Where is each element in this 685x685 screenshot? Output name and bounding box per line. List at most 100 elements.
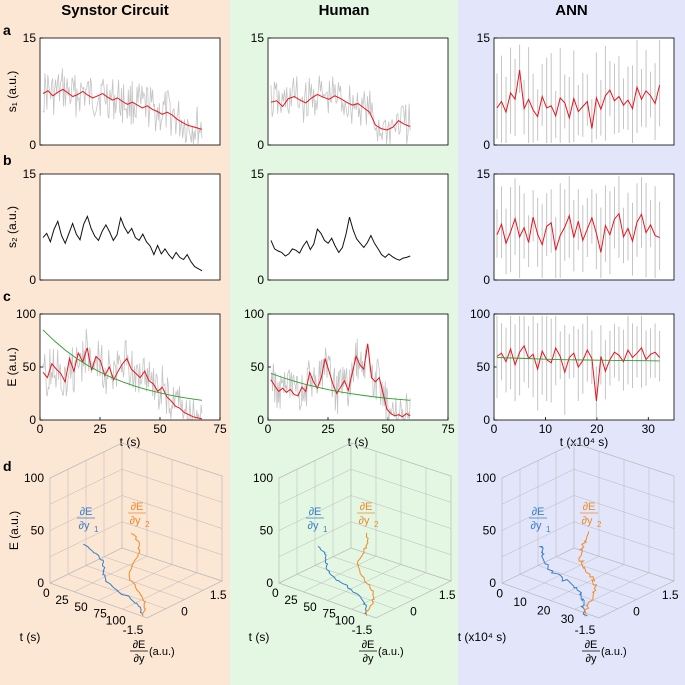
x-tick-label: 25	[93, 422, 107, 436]
y-tick-label: 0	[483, 413, 490, 427]
grid-line-d-1	[314, 565, 414, 600]
noise-trace-c-1	[270, 338, 411, 420]
label-dEdy1-d-0-sub: 1	[94, 525, 99, 534]
series-s2-b-1	[270, 216, 411, 261]
t-axis-label: t (s)	[20, 630, 41, 644]
y-tick-label: 15	[477, 167, 491, 181]
plot-frame-b-2	[493, 173, 675, 281]
label-dEdy2-d-2-num: ∂E	[583, 501, 596, 513]
y-tick-label: 15	[251, 31, 265, 45]
z-tick-label: 0	[489, 576, 496, 590]
series-smoothed-b-2	[496, 212, 660, 253]
x-axis-label: t (s)	[120, 435, 141, 449]
label-dEdy2-d-1-num: ∂E	[360, 501, 373, 513]
curve-dEdy1-d-0	[83, 543, 144, 616]
dE-dy-den: ∂y	[586, 653, 597, 665]
y-tick-label: 1.5	[662, 588, 679, 602]
x-axis-label: t (s)	[348, 435, 369, 449]
plot-frame-b-1	[267, 173, 449, 281]
t-tick-label: 0	[496, 587, 503, 601]
y-tick-label: 0	[633, 605, 640, 619]
y-tick-label: 50	[477, 360, 491, 374]
dE-dy-unit: (a.u.)	[149, 646, 175, 658]
panel-label-b: b	[3, 152, 12, 168]
curve-dEdy1-d-2	[538, 545, 588, 617]
grid-line-d-2	[555, 556, 656, 591]
grid-line-d-2	[537, 565, 637, 600]
y-axis-label: s₁ (a.u.)	[5, 71, 19, 112]
x-axis-label: t (x10⁴ s)	[560, 435, 609, 449]
x-tick-label: 0	[491, 422, 498, 436]
series-smoothed-c-0	[42, 347, 203, 420]
t-axis-label: t (x10⁴ s)	[458, 630, 507, 644]
y-tick-label: 15	[477, 31, 491, 45]
wall-right-d-0	[121, 442, 223, 581]
dE-dy-num: ∂E	[133, 639, 146, 651]
t-tick-label: 100	[106, 614, 126, 628]
y-axis-label: s₂ (a.u.)	[5, 206, 19, 248]
y-tick-label: 100	[244, 307, 264, 321]
t-tick-label: 50	[303, 600, 317, 614]
label-dEdy2-d-1-sub: 2	[374, 520, 379, 529]
series-smoothed-a-2	[496, 70, 661, 129]
y-tick-label: 0	[257, 138, 264, 152]
y-tick-label: -1.5	[123, 623, 144, 637]
x-tick-label: 0	[265, 422, 272, 436]
y-tick-label: 0	[257, 273, 264, 287]
label-dEdy1-d-0-num: ∂E	[80, 506, 93, 518]
column-title-ann: ANN	[555, 2, 588, 19]
column-title-human: Human	[318, 2, 370, 19]
label-dEdy2-d-0-num: ∂E	[131, 501, 144, 513]
t-tick-label: 50	[74, 600, 88, 614]
y-tick-label: 0	[483, 138, 490, 152]
y-tick-label: 50	[251, 360, 265, 374]
curve-dEdy2-d-1	[356, 532, 375, 616]
series-smoothed-a-1	[270, 93, 411, 131]
y-tick-label: 1.5	[210, 588, 227, 602]
curve-dEdy2-d-0	[128, 533, 147, 617]
y-tick-label: 0	[410, 605, 417, 619]
z-tick-label: 0	[37, 576, 44, 590]
label-dEdy2-d-1-den: ∂y	[359, 515, 370, 527]
label-dEdy2-d-0-sub: 2	[145, 520, 150, 529]
t-tick-label: 30	[561, 612, 575, 626]
y-tick-label: 1.5	[439, 588, 456, 602]
plot-frame-b-0	[39, 173, 221, 281]
grid-line-d-1	[332, 556, 433, 591]
grid-line-d-2	[573, 469, 675, 503]
label-dEdy2-d-2-sub: 2	[597, 520, 602, 529]
plot-frame-c-1	[267, 313, 449, 421]
y-tick-label: 0	[29, 273, 36, 287]
z-tick-label: 50	[31, 524, 45, 538]
label-dEdy2-d-2-den: ∂y	[582, 515, 593, 527]
y-tick-label: 15	[23, 167, 37, 181]
dE-dy-unit: (a.u.)	[378, 646, 404, 658]
series-smoothed-a-0	[42, 88, 203, 130]
y-tick-label: 100	[16, 307, 36, 321]
label-dEdy1-d-1-num: ∂E	[309, 506, 322, 518]
y-tick-label: 15	[251, 167, 265, 181]
grid-line-d-2	[574, 572, 650, 610]
y-tick-label: -1.5	[575, 623, 596, 637]
z-tick-label: 0	[266, 576, 273, 590]
y-tick-label: -1.5	[352, 623, 373, 637]
wall-right-d-2	[573, 442, 675, 581]
grid-line-d-0	[121, 469, 223, 503]
column-title-synstor: Synstor Circuit	[61, 2, 169, 19]
panel-label-c: c	[3, 288, 11, 304]
y-tick-label: 100	[470, 307, 490, 321]
grid-line-d-1	[278, 469, 352, 505]
label-dEdy1-d-2-sub: 1	[546, 525, 551, 534]
z-tick-label: 100	[476, 471, 496, 485]
curve-dEdy2-d-2	[578, 531, 598, 617]
series-fit-c-0	[42, 329, 203, 401]
t-tick-label: 20	[537, 604, 551, 618]
x-tick-label: 50	[381, 422, 395, 436]
dE-dy-num: ∂E	[585, 639, 598, 651]
series-smoothed-c-2	[496, 344, 660, 401]
x-tick-label: 75	[213, 422, 227, 436]
grid-line-d-1	[350, 469, 452, 503]
x-tick-label: 10	[539, 422, 553, 436]
x-tick-label: 50	[153, 422, 167, 436]
series-fit-c-2	[496, 357, 660, 362]
